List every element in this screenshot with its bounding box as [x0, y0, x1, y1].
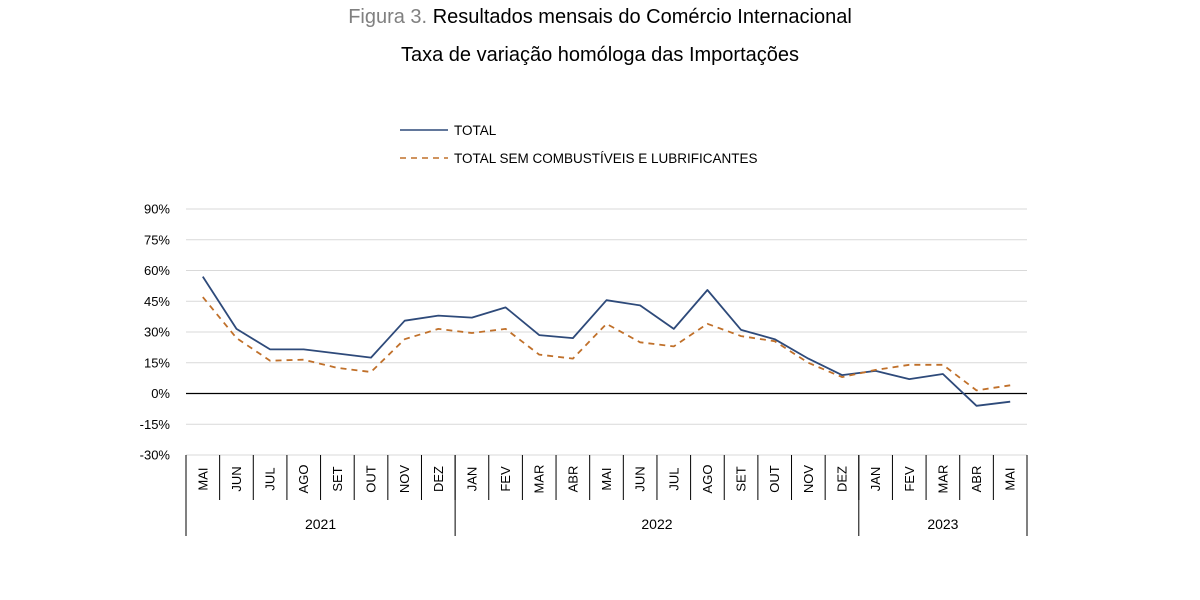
x-tick-label: DEZ [431, 466, 446, 492]
x-tick-label: MAR [935, 465, 950, 494]
y-tick-label: 45% [144, 294, 170, 309]
y-tick-label: -30% [140, 448, 171, 463]
x-tick-label: SET [330, 466, 345, 491]
x-tick-label: MAR [532, 465, 547, 494]
x-tick-label: OUT [767, 465, 782, 493]
x-tick-label: AGO [700, 465, 715, 494]
legend: TOTAL TOTAL SEM COMBUSTÍVEIS E LUBRIFICA… [400, 116, 758, 172]
x-tick-label: JUL [666, 467, 681, 490]
figure-title: Figura 3. Resultados mensais do Comércio… [0, 6, 1200, 29]
y-tick-label: 75% [144, 232, 170, 247]
x-tick-label: JUN [633, 466, 648, 491]
x-tick-label: MAI [1003, 467, 1018, 490]
legend-item-total: TOTAL [400, 116, 758, 144]
figure-subtitle: Taxa de variação homóloga das Importaçõe… [400, 44, 799, 66]
x-tick-label: JUL [263, 467, 278, 490]
x-tick-label: FEV [498, 466, 513, 492]
year-label: 2023 [927, 516, 958, 532]
x-tick-label: FEV [902, 466, 917, 492]
legend-item-sem-combustiveis: TOTAL SEM COMBUSTÍVEIS E LUBRIFICANTES [400, 144, 758, 172]
y-tick-label: 90% [144, 202, 170, 217]
x-tick-label: JUN [229, 466, 244, 491]
x-tick-label: SET [734, 466, 749, 491]
legend-label-sem-combustiveis: TOTAL SEM COMBUSTÍVEIS E LUBRIFICANTES [454, 150, 758, 166]
y-tick-label: 60% [144, 263, 170, 278]
figure-main-title: Resultados mensais do Comércio Internaci… [432, 6, 852, 28]
x-tick-label: OUT [364, 465, 379, 493]
legend-label-total: TOTAL [454, 122, 497, 138]
y-tick-label: 0% [151, 386, 170, 401]
series-line-total [202, 276, 1011, 407]
x-tick-label: JAN [868, 467, 883, 492]
x-tick-label: NOV [397, 465, 412, 494]
series-line-sem-combustiveis [202, 296, 1011, 392]
x-tick-label: MAI [195, 467, 210, 490]
y-tick-label: -15% [140, 417, 171, 432]
x-tick-label: DEZ [834, 466, 849, 492]
year-label: 2021 [305, 516, 336, 532]
year-label: 2022 [641, 516, 672, 532]
x-tick-label: AGO [296, 465, 311, 494]
x-tick-label: ABR [969, 466, 984, 493]
x-tick-label: JAN [464, 467, 479, 492]
x-tick-label: MAI [599, 467, 614, 490]
x-tick-label: ABR [565, 466, 580, 493]
y-tick-label: 15% [144, 355, 170, 370]
x-tick-label: NOV [801, 465, 816, 494]
y-tick-label: 30% [144, 325, 170, 340]
figure-number: Figura 3. [348, 6, 428, 28]
legend-swatch-total [400, 129, 448, 131]
legend-swatch-sem-combustiveis [400, 157, 448, 159]
